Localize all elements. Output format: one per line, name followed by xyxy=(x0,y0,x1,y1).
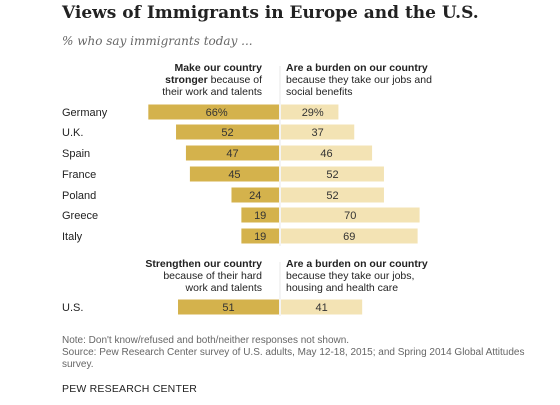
category-label-france: France xyxy=(62,169,96,181)
category-label-italy: Italy xyxy=(62,231,83,243)
europe-positive-header-rest: because of their work and talents xyxy=(162,74,262,98)
europe-positive-header-bold: Make our country stronger xyxy=(165,62,262,86)
bar-positive-spain xyxy=(185,145,279,161)
bar-negative-poland xyxy=(281,187,384,203)
value-label-positive-poland: 24 xyxy=(249,190,261,202)
note-text: Note: Don't know/refused and both/neithe… xyxy=(62,335,350,346)
value-label-negative-france: 52 xyxy=(326,169,338,181)
us-negative-header-bold: Are a burden on our country xyxy=(286,258,428,270)
bar-negative-u-s xyxy=(281,299,363,315)
bar-positive-u-s xyxy=(178,299,279,315)
bar-negative-greece xyxy=(281,207,420,223)
value-label-negative-italy: 69 xyxy=(343,231,355,243)
category-label-greece: Greece xyxy=(62,210,98,222)
value-label-negative-u-s: 41 xyxy=(315,302,327,314)
europe-negative-header: Are a burden on our country because they… xyxy=(286,62,436,98)
bar-negative-u-k xyxy=(281,124,355,140)
value-label-negative-greece: 70 xyxy=(344,210,356,222)
value-label-negative-poland: 52 xyxy=(326,190,338,202)
value-label-negative-germany: 29% xyxy=(302,107,324,119)
value-label-positive-france: 45 xyxy=(228,169,240,181)
value-label-positive-germany: 66% xyxy=(206,107,228,119)
category-label-germany: Germany xyxy=(62,107,108,119)
value-label-positive-spain: 47 xyxy=(226,148,238,160)
value-label-negative-u-k: 37 xyxy=(312,127,324,139)
us-negative-header: Are a burden on our country because they… xyxy=(286,258,436,294)
bar-positive-u-k xyxy=(176,124,279,140)
bar-negative-france xyxy=(281,166,384,182)
chart-title: Views of Immigrants in Europe and the U.… xyxy=(62,3,479,23)
bar-positive-italy xyxy=(241,228,279,244)
chart-subtitle: % who say immigrants today ... xyxy=(62,34,253,48)
value-label-negative-spain: 46 xyxy=(320,148,332,160)
bar-positive-greece xyxy=(241,207,279,223)
category-label-spain: Spain xyxy=(62,148,90,160)
category-label-u-k: U.K. xyxy=(62,127,83,139)
value-label-positive-italy: 19 xyxy=(254,231,266,243)
brand-label: PEW RESEARCH CENTER xyxy=(62,383,198,395)
us-positive-header-rest: because of their hard work and talents xyxy=(163,270,262,294)
europe-negative-header-bold: Are a burden on our country xyxy=(286,62,428,74)
us-positive-header-bold: Strengthen our country xyxy=(145,258,262,270)
bar-negative-spain xyxy=(281,145,373,161)
value-label-positive-u-s: 51 xyxy=(222,302,234,314)
bar-positive-poland xyxy=(231,187,279,203)
bar-negative-italy xyxy=(281,228,418,244)
us-positive-header: Strengthen our country because of their … xyxy=(142,258,262,294)
europe-positive-header: Make our country stronger because of the… xyxy=(142,62,262,98)
us-negative-header-rest: because they take our jobs, housing and … xyxy=(286,270,415,294)
footnote: Note: Don't know/refused and both/neithe… xyxy=(62,335,532,371)
value-label-positive-u-k: 52 xyxy=(221,127,233,139)
category-label-u-s: U.S. xyxy=(62,302,83,314)
europe-negative-header-rest: because they take our jobs and social be… xyxy=(286,74,432,98)
source-text: Source: Pew Research Center survey of U.… xyxy=(62,347,525,370)
bar-positive-france xyxy=(189,166,279,182)
bar-positive-germany xyxy=(148,104,279,120)
bar-negative-germany xyxy=(281,104,339,120)
value-label-positive-greece: 19 xyxy=(254,210,266,222)
category-label-poland: Poland xyxy=(62,190,96,202)
